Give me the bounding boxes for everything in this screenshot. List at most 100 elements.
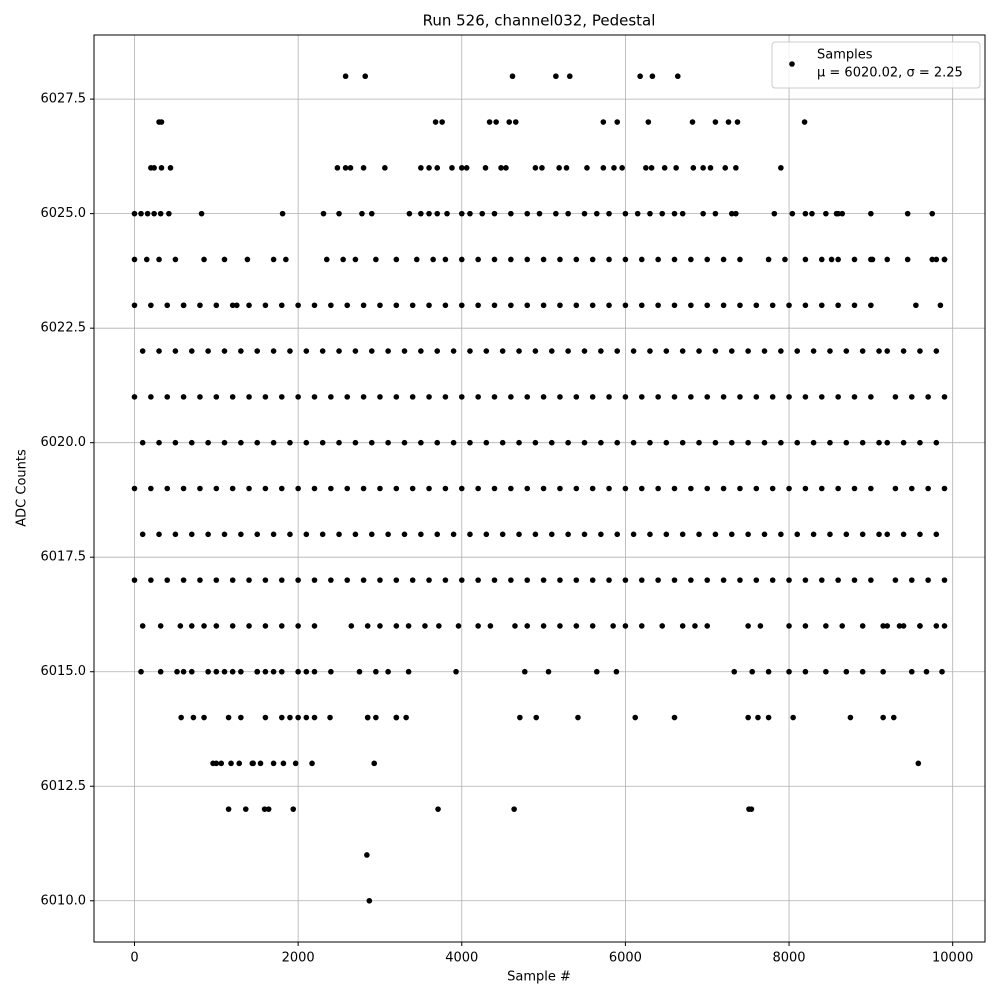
point [377,485,383,492]
point [835,394,841,400]
point [802,394,809,400]
point [737,256,743,263]
point [630,531,637,538]
point [426,165,432,171]
point [761,531,768,538]
point [157,668,164,675]
point [242,806,249,812]
point [254,439,261,446]
point [573,577,580,583]
point [712,531,719,538]
legend-label: Samples [817,48,873,63]
point [426,394,432,400]
point [342,165,349,171]
point [679,439,686,446]
point [524,210,531,217]
point [287,439,293,446]
point [458,394,465,400]
point [753,577,760,583]
point [771,210,778,217]
point [611,165,617,171]
point [707,165,714,171]
point [794,531,801,538]
point [323,256,330,263]
point [156,256,162,263]
point [311,623,318,629]
point [292,760,299,767]
point [769,302,776,309]
point [671,714,678,721]
point [712,210,719,217]
point [939,668,945,675]
point [418,210,424,217]
point [344,485,351,492]
point [835,256,841,263]
point [802,210,809,217]
point [385,439,391,446]
point [937,302,944,309]
point [900,348,907,354]
point [508,394,514,400]
point [467,348,473,354]
point [348,623,355,629]
point [655,256,661,263]
point [362,73,369,80]
point [933,623,940,629]
point [671,302,678,309]
point [917,531,923,538]
point [139,439,146,446]
point [606,577,612,583]
point [614,119,621,125]
point [336,439,342,446]
point [229,394,236,400]
point [876,348,882,354]
point [809,210,815,217]
point [712,439,719,446]
point [802,623,809,629]
point [249,760,256,767]
x-tick-label: 4000 [445,951,478,966]
point [178,714,184,721]
point [475,485,481,492]
point [610,623,616,629]
point [540,577,547,583]
point [246,394,252,400]
point [647,210,653,217]
point [533,714,540,721]
point [524,577,531,583]
point [614,531,621,538]
point [442,302,449,309]
point [892,394,899,400]
point [467,210,473,217]
point [238,714,244,721]
point [139,531,146,538]
point [540,394,547,400]
point [606,210,612,217]
point [442,577,449,583]
point [371,760,378,767]
point [246,302,252,309]
point [373,714,379,721]
point [917,439,923,446]
point [238,668,244,675]
point [188,668,195,675]
y-tick-label: 6022.5 [41,321,87,336]
point [600,119,607,125]
point [347,165,354,171]
point [467,531,473,538]
point [144,210,151,217]
point [655,394,661,400]
point [548,439,555,446]
point [340,256,346,263]
y-tick-label: 6017.5 [41,550,87,565]
point [164,302,171,309]
point [929,210,936,217]
point [221,256,228,263]
point [364,852,370,858]
point [679,210,686,217]
point [673,165,679,171]
point [359,210,365,217]
point [581,531,588,538]
point [720,577,727,583]
point [794,348,801,354]
